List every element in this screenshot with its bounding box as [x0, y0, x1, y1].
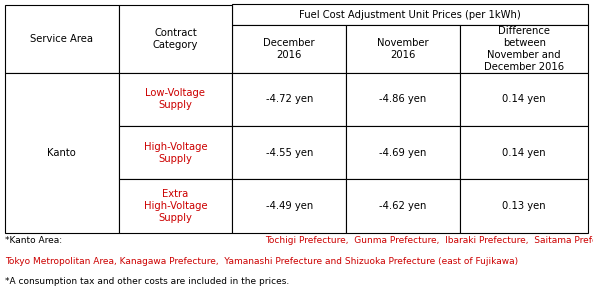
- Bar: [346, 126, 460, 179]
- Bar: [346, 179, 460, 233]
- Text: Tokyo Metropolitan Area, Kanagawa Prefecture,  Yamanashi Prefecture and Shizuoka: Tokyo Metropolitan Area, Kanagawa Prefec…: [5, 256, 518, 266]
- Text: -4.49 yen: -4.49 yen: [266, 201, 313, 211]
- Bar: [5, 73, 119, 232]
- Bar: [460, 179, 588, 233]
- Text: *A consumption tax and other costs are included in the prices.: *A consumption tax and other costs are i…: [5, 277, 289, 286]
- Text: November
2016: November 2016: [377, 38, 429, 60]
- Text: Difference
between
November and
December 2016: Difference between November and December…: [484, 26, 564, 72]
- Bar: [119, 4, 232, 73]
- Text: Contract
Category: Contract Category: [153, 28, 198, 50]
- Text: High-Voltage
Supply: High-Voltage Supply: [144, 142, 208, 164]
- Text: -4.72 yen: -4.72 yen: [266, 94, 313, 104]
- Text: Fuel Cost Adjustment Unit Prices (per 1kWh): Fuel Cost Adjustment Unit Prices (per 1k…: [299, 10, 521, 20]
- Text: *Kanto Area:: *Kanto Area:: [5, 236, 65, 245]
- Bar: [119, 179, 232, 233]
- Text: Tochigi Prefecture,  Gunma Prefecture,  Ibaraki Prefecture,  Saitama Prefecture,: Tochigi Prefecture, Gunma Prefecture, Ib…: [265, 236, 593, 245]
- Text: 0.14 yen: 0.14 yen: [502, 148, 546, 158]
- Bar: [232, 73, 346, 126]
- Bar: [232, 4, 588, 25]
- Bar: [5, 4, 119, 73]
- Text: Extra
High-Voltage
Supply: Extra High-Voltage Supply: [144, 189, 208, 223]
- Text: Service Area: Service Area: [30, 34, 93, 44]
- Bar: [346, 25, 460, 73]
- Bar: [119, 73, 232, 126]
- Text: Kanto: Kanto: [47, 148, 76, 158]
- Text: December
2016: December 2016: [263, 38, 315, 60]
- Bar: [346, 73, 460, 126]
- Text: -4.55 yen: -4.55 yen: [266, 148, 313, 158]
- Text: -4.86 yen: -4.86 yen: [380, 94, 427, 104]
- Bar: [119, 126, 232, 179]
- Bar: [232, 25, 346, 73]
- Text: -4.62 yen: -4.62 yen: [380, 201, 427, 211]
- Bar: [460, 126, 588, 179]
- Text: Low-Voltage
Supply: Low-Voltage Supply: [145, 88, 206, 110]
- Bar: [460, 73, 588, 126]
- Bar: [460, 25, 588, 73]
- Bar: [232, 179, 346, 233]
- Text: 0.14 yen: 0.14 yen: [502, 94, 546, 104]
- Text: 0.13 yen: 0.13 yen: [502, 201, 546, 211]
- Text: -4.69 yen: -4.69 yen: [380, 148, 427, 158]
- Bar: [232, 126, 346, 179]
